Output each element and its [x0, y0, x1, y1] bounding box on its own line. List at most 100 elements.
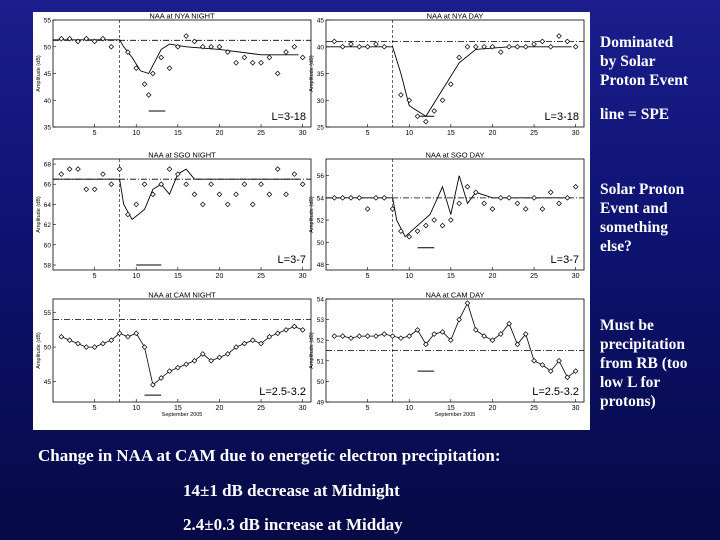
x-tick-label: 25: [257, 130, 265, 137]
data-point: [564, 195, 571, 201]
data-point: [258, 340, 264, 347]
l-shell-annotation: L=3-7: [278, 254, 306, 266]
x-tick-label: 5: [366, 405, 370, 412]
data-point: [216, 43, 223, 50]
data-point: [158, 181, 164, 188]
data-point: [506, 43, 512, 50]
data-point: [274, 166, 281, 172]
data-point: [456, 316, 462, 323]
x-tick-label: 30: [572, 130, 580, 137]
data-point: [150, 382, 156, 388]
data-point: [100, 340, 106, 347]
y-tick-label: 45: [317, 18, 325, 25]
x-tick-label: 25: [530, 273, 538, 280]
data-point: [183, 361, 189, 368]
data-point: [116, 166, 123, 172]
data-point: [514, 43, 521, 50]
y-tick-label: 51: [317, 358, 325, 365]
data-point: [364, 333, 371, 339]
data-point: [133, 330, 140, 337]
data-point: [291, 43, 298, 50]
data-series-line: [61, 326, 303, 386]
data-point: [133, 65, 140, 71]
caption-heading: Change in NAA at CAM due to energetic el…: [38, 446, 501, 465]
data-point: [373, 195, 379, 201]
data-point: [522, 43, 529, 50]
data-point: [539, 38, 546, 45]
data-point: [224, 49, 231, 55]
data-point: [448, 217, 454, 223]
data-point: [398, 92, 404, 98]
caption-midday: 2.4±0.3 dB increase at Midday: [183, 515, 403, 534]
annotation-row1-spe: line = SPE: [600, 105, 669, 124]
data-point: [539, 362, 546, 368]
y-tick-label: 45: [44, 71, 52, 78]
y-tick-label: 40: [44, 98, 52, 105]
l-shell-annotation: L=3-18: [544, 111, 579, 123]
spe-model-line: [53, 168, 299, 221]
x-tick-label: 25: [257, 405, 265, 412]
y-axis-label: Amplitude (dB): [309, 55, 315, 92]
panel-title: NAA at SGO DAY: [425, 151, 484, 160]
data-point: [299, 54, 306, 61]
x-tick-label: 15: [447, 405, 455, 412]
x-tick-label: 20: [489, 405, 497, 412]
y-tick-label: 54: [317, 297, 325, 304]
panel-4: NAA at SGO DAY Amplitude (dB) 48 50 52 54 56 5 1…: [309, 151, 585, 280]
data-point: [241, 54, 248, 61]
data-point: [406, 233, 413, 240]
data-point: [431, 108, 437, 114]
data-point: [389, 206, 396, 212]
spe-model-line: [326, 46, 572, 117]
data-point: [448, 337, 454, 343]
data-point: [522, 206, 529, 212]
data-point: [448, 81, 454, 87]
y-tick-label: 58: [44, 262, 52, 269]
x-tick-label: 20: [216, 273, 224, 280]
data-point: [200, 43, 206, 50]
data-point: [331, 333, 338, 339]
data-point: [473, 189, 479, 196]
data-point: [233, 60, 239, 66]
data-point: [497, 49, 504, 55]
annotation-row2-line1: Solar Proton: [600, 181, 685, 198]
data-point: [158, 54, 164, 61]
data-point: [291, 171, 298, 177]
x-tick-label: 10: [405, 273, 413, 280]
y-tick-label: 55: [44, 18, 52, 25]
data-point: [473, 327, 479, 333]
data-point: [531, 358, 537, 364]
data-point: [423, 118, 429, 125]
data-point: [91, 38, 98, 45]
data-point: [339, 333, 346, 339]
panel-title: NAA at NYA DAY: [427, 12, 484, 21]
data-point: [166, 368, 173, 374]
panel-title: NAA at SGO NIGHT: [148, 151, 216, 160]
x-tick-label: 15: [174, 273, 182, 280]
data-point: [75, 38, 81, 45]
data-point: [348, 335, 354, 341]
x-tick-label: 30: [299, 273, 307, 280]
y-tick-label: 56: [317, 173, 325, 180]
x-tick-label: 25: [530, 130, 538, 137]
data-point: [497, 331, 504, 337]
x-tick-label: 5: [366, 130, 370, 137]
data-point: [166, 65, 173, 71]
data-point: [348, 195, 354, 201]
data-point: [423, 222, 429, 229]
y-tick-label: 60: [44, 242, 52, 249]
data-point: [556, 200, 562, 207]
annotation-row3-line4: low L for: [600, 374, 661, 391]
data-point: [356, 43, 363, 50]
data-point: [299, 327, 306, 333]
data-point: [75, 340, 81, 347]
y-tick-label: 25: [317, 125, 325, 132]
data-point: [356, 333, 363, 339]
data-point: [514, 341, 521, 348]
data-point: [373, 333, 379, 339]
data-point: [514, 200, 521, 207]
data-point: [66, 166, 73, 172]
y-tick-label: 68: [44, 162, 52, 169]
data-point: [183, 33, 189, 39]
data-point: [331, 195, 338, 201]
